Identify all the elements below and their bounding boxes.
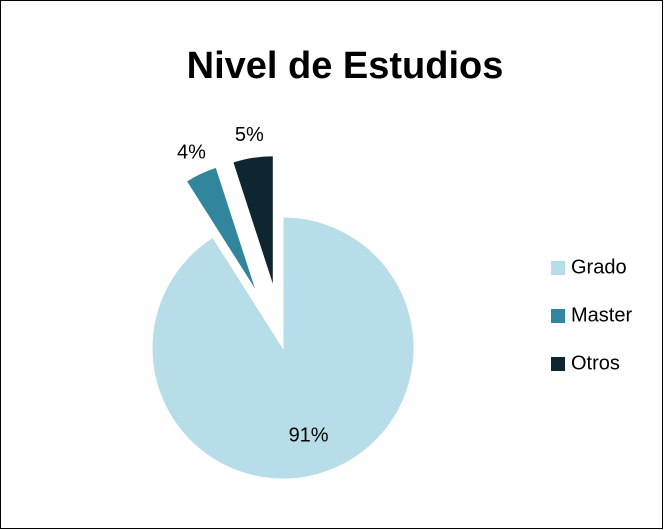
legend-swatch [551, 261, 565, 275]
pie-slice [232, 155, 274, 287]
pie-slice [151, 216, 415, 480]
legend-swatch [551, 309, 565, 323]
chart-title: Nivel de Estudios [187, 45, 504, 87]
data-label: 5% [235, 124, 264, 146]
data-label: 4% [177, 142, 206, 164]
legend-label: Otros [571, 352, 620, 374]
legend-label: Master [571, 304, 632, 326]
legend-label: Grado [571, 256, 627, 278]
pie-slice [185, 166, 258, 293]
legend-swatch [551, 357, 565, 371]
data-label: 91% [289, 424, 329, 446]
